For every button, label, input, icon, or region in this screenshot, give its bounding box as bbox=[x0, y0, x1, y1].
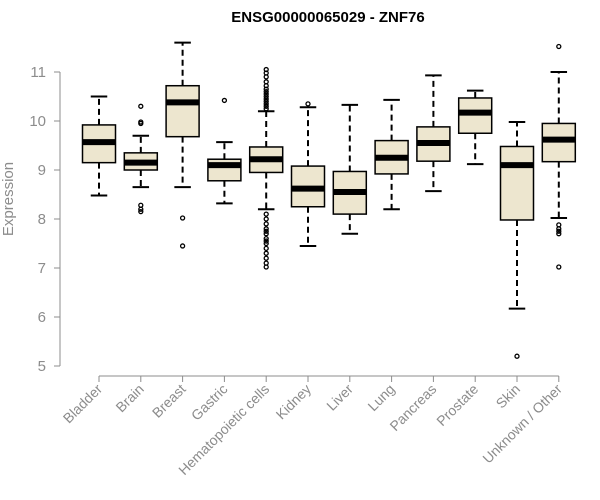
y-tick-label: 10 bbox=[29, 113, 46, 130]
outlier-point bbox=[263, 93, 269, 100]
x-tick-label: Bladder bbox=[60, 381, 106, 427]
outlier-point bbox=[263, 106, 269, 112]
outlier-point bbox=[263, 86, 269, 92]
outlier-point bbox=[263, 250, 269, 256]
box-8 bbox=[374, 98, 409, 211]
outlier-point bbox=[556, 226, 562, 232]
outlier-point bbox=[263, 240, 269, 247]
y-tick-label: 5 bbox=[38, 358, 46, 375]
outlier-point bbox=[263, 216, 269, 222]
outlier-point bbox=[263, 103, 269, 109]
box-3 bbox=[165, 41, 200, 249]
box-2 bbox=[123, 103, 159, 215]
outlier-point bbox=[263, 264, 269, 270]
box-7 bbox=[332, 103, 368, 235]
outlier-point bbox=[179, 243, 186, 249]
boxes-group bbox=[81, 41, 577, 359]
outlier-point bbox=[138, 208, 144, 215]
y-axis-label: Expression bbox=[0, 162, 17, 236]
outlier-point bbox=[305, 101, 311, 107]
y-tick-label: 6 bbox=[38, 309, 46, 326]
box-1 bbox=[81, 95, 117, 197]
iqr-box bbox=[499, 145, 535, 221]
x-tick-label: Brain bbox=[112, 381, 146, 415]
outlier-point bbox=[263, 238, 269, 244]
box-11 bbox=[499, 120, 535, 359]
x-tick-label: Unknown / Other bbox=[479, 381, 565, 467]
outlier-point bbox=[263, 228, 269, 234]
outlier-point bbox=[263, 88, 269, 95]
outlier-point bbox=[263, 221, 269, 227]
box-12 bbox=[541, 43, 577, 270]
box-5 bbox=[248, 66, 284, 270]
outlier-point bbox=[138, 206, 144, 212]
outlier-point bbox=[138, 103, 144, 109]
chart-title: ENSG00000065029 - ZNF76 bbox=[231, 9, 424, 26]
outlier-point bbox=[263, 245, 269, 252]
outlier-point bbox=[263, 235, 269, 242]
outlier-point bbox=[263, 211, 269, 217]
box-4 bbox=[207, 97, 242, 205]
box-6 bbox=[290, 101, 326, 247]
x-tick-label: Breast bbox=[149, 381, 189, 421]
iqr-box bbox=[165, 84, 200, 138]
outlier-point bbox=[263, 91, 269, 97]
outlier-point bbox=[514, 353, 520, 359]
outlier-point bbox=[556, 228, 562, 234]
outlier-point bbox=[263, 98, 269, 105]
outlier-point bbox=[556, 264, 562, 270]
y-axis: 5 6 7 8 9 10 11 bbox=[29, 64, 61, 375]
outlier-point bbox=[263, 226, 269, 232]
y-tick-label: 8 bbox=[38, 211, 46, 228]
outlier-point bbox=[556, 231, 562, 237]
box-10 bbox=[457, 89, 493, 166]
outlier-point bbox=[221, 97, 228, 104]
x-tick-label: Liver bbox=[323, 381, 356, 414]
x-tick-label: Lung bbox=[364, 381, 397, 414]
x-tick-label: Skin bbox=[493, 381, 524, 412]
x-tick-label: Kidney bbox=[273, 381, 315, 423]
y-tick-label: 7 bbox=[38, 260, 46, 277]
outlier-point bbox=[263, 101, 269, 107]
outlier-point bbox=[263, 74, 269, 80]
outlier-point bbox=[263, 231, 269, 237]
outlier-point bbox=[263, 96, 269, 102]
outlier-point bbox=[138, 120, 144, 127]
y-tick-label: 11 bbox=[30, 64, 46, 81]
x-tick-label: Prostate bbox=[433, 381, 481, 429]
outlier-point bbox=[179, 215, 186, 221]
outlier-point bbox=[263, 255, 269, 261]
y-tick-label: 9 bbox=[38, 162, 46, 179]
outlier-point bbox=[556, 43, 562, 50]
box-9 bbox=[416, 74, 451, 193]
